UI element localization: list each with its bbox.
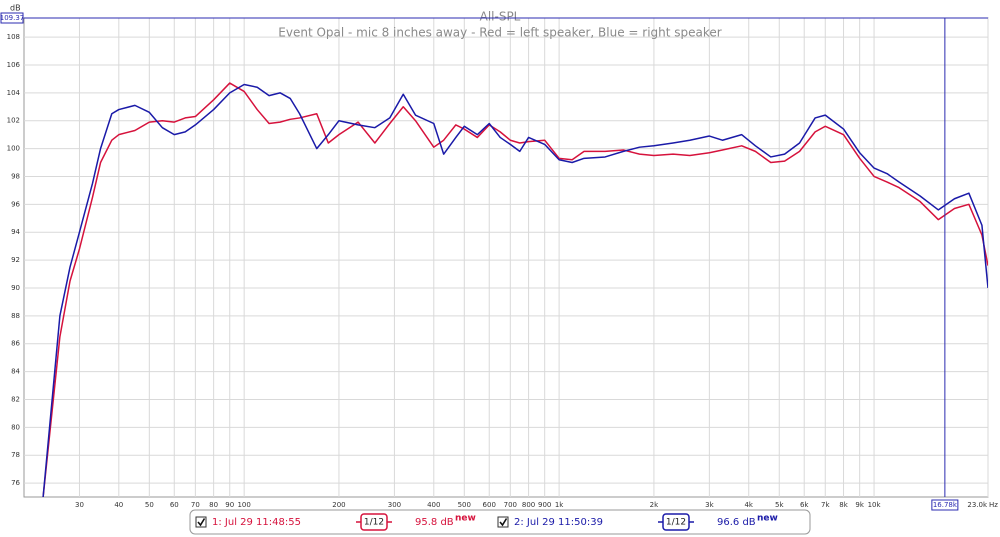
x-tick-label: 600 xyxy=(483,501,496,509)
y-tick-label: 84 xyxy=(11,368,20,376)
y-axis-label: dB xyxy=(10,4,21,13)
legend-smoothing-box[interactable] xyxy=(662,513,690,531)
series-line xyxy=(42,82,988,497)
x-tick-label: 70 xyxy=(191,501,200,509)
x-tick-label: 500 xyxy=(458,501,471,509)
x-tick-label: 4k xyxy=(744,501,753,509)
legend-checkbox[interactable] xyxy=(497,516,509,528)
x-tick-label: 8k xyxy=(839,501,848,509)
legend-smoothing[interactable]: 1/12 xyxy=(364,518,384,528)
plot-area xyxy=(23,17,989,498)
grid xyxy=(24,18,989,497)
legend-level: 95.8 dB xyxy=(415,517,454,528)
cursor-y-label: 109.37 xyxy=(0,14,24,22)
x-tick-label: 9k xyxy=(855,501,864,509)
y-tick-label: 98 xyxy=(11,172,20,180)
legend-checkbox[interactable] xyxy=(195,516,207,528)
legend-badge: new xyxy=(455,514,476,524)
y-tick-label: 104 xyxy=(7,89,21,97)
x-tick-label: 3k xyxy=(705,501,714,509)
x-tick-label: 200 xyxy=(332,501,345,509)
legend-smoothing[interactable]: 1/12 xyxy=(666,518,686,528)
x-tick-label: 2k xyxy=(650,501,659,509)
x-tick-label: 50 xyxy=(145,501,154,509)
x-tick-label: 800 xyxy=(522,501,535,509)
y-tick-label: 94 xyxy=(11,228,20,236)
x-tick-label: 40 xyxy=(114,501,123,509)
x-tick-label: 60 xyxy=(170,501,179,509)
x-tick-label: 30 xyxy=(75,501,84,509)
legend-smoothing-box[interactable] xyxy=(360,513,388,531)
legend-level: 96.6 dB xyxy=(717,517,756,528)
series-line xyxy=(42,83,988,497)
x-tick-label: 900 xyxy=(538,501,551,509)
x-tick-label: 7k xyxy=(821,501,830,509)
y-tick-label: 96 xyxy=(11,200,20,208)
legend-name[interactable]: 2: Jul 29 11:50:39 xyxy=(514,517,603,528)
y-tick-label: 102 xyxy=(7,117,20,125)
x-tick-label: 23.0k xyxy=(967,501,988,509)
cursor-y-box xyxy=(0,12,24,24)
curves xyxy=(42,82,988,497)
x-tick-label: 6k xyxy=(800,501,809,509)
y-tick-label: 86 xyxy=(11,340,20,348)
cursor-x-box xyxy=(931,499,959,511)
x-tick-label: 700 xyxy=(504,501,517,509)
y-tick-label: 106 xyxy=(7,61,21,69)
x-tick-label: 5k xyxy=(775,501,784,509)
y-tick-label: 92 xyxy=(11,256,20,264)
legend-check xyxy=(197,518,206,527)
x-tick-label: 300 xyxy=(388,501,401,509)
x-tick-label: 10k xyxy=(868,501,882,509)
x-tick-label: 80 xyxy=(209,501,218,509)
y-tick-label: 82 xyxy=(11,395,20,403)
y-tick-label: 100 xyxy=(7,145,20,153)
x-tick-label: 100 xyxy=(237,501,250,509)
y-tick-label: 78 xyxy=(11,451,20,459)
y-tick-label: 76 xyxy=(11,479,20,487)
legend-badge: new xyxy=(757,514,778,524)
x-tick-label: 400 xyxy=(427,501,440,509)
legend-check xyxy=(499,518,508,527)
y-tick-label: 90 xyxy=(11,284,20,292)
x-axis-label: Hz xyxy=(989,501,998,509)
legend: 1: Jul 29 11:48:55 1/12 95.8 dB new 2: Jul 2… xyxy=(195,513,778,531)
legend-name[interactable]: 1: Jul 29 11:48:55 xyxy=(212,517,301,528)
y-tick-label: 108 xyxy=(7,33,20,41)
cursor-x-label: 16.78k xyxy=(933,501,958,509)
x-tick-label: 90 xyxy=(225,501,234,509)
x-tick-label: 1k xyxy=(555,501,564,509)
chart-subtitle: Event Opal - mic 8 inches away - Red = l… xyxy=(278,26,722,40)
y-tick-label: 88 xyxy=(11,312,20,320)
chart-title: All-SPL xyxy=(480,10,521,24)
y-tick-label: 80 xyxy=(11,423,20,431)
